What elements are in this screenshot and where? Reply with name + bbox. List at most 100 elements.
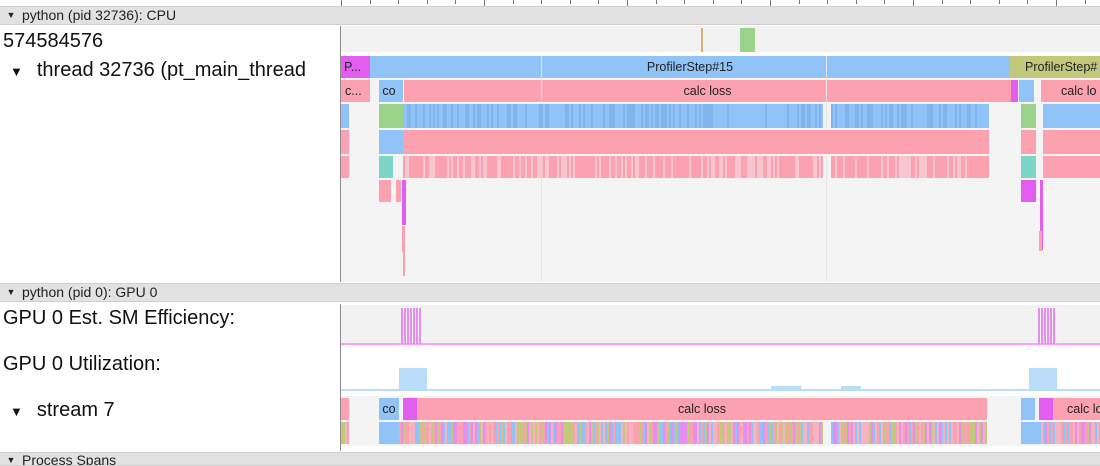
kernel-stripe: [869, 104, 871, 128]
kernel-stripe-2: [851, 156, 853, 178]
sm-efficiency-label: GPU 0 Est. SM Efficiency:: [3, 307, 235, 329]
kernel-stripe-2: [847, 156, 849, 178]
kernel-stripe-2: [693, 156, 695, 178]
kernel-stripe-2: [917, 156, 919, 178]
kernel-stripe-right-2: [1079, 156, 1081, 178]
kernel-stripe: [905, 104, 907, 128]
kernel-stripe: [587, 104, 589, 128]
stream-kernel: [623, 422, 625, 444]
counter-track[interactable]: [341, 26, 1100, 52]
kernel-stripe-2: [687, 156, 689, 178]
slice-calc-loss-2[interactable]: calc lo: [1041, 80, 1100, 102]
flame-right-teal: [1021, 156, 1036, 178]
stream-kernel: [937, 422, 939, 444]
kernel-stripe-2: [505, 156, 507, 178]
stream-slice-co[interactable]: co: [379, 398, 399, 420]
stream-slice-calc-loss[interactable]: calc loss: [417, 398, 987, 420]
stream-kernel: [941, 422, 943, 444]
kernel-stripe: [889, 104, 891, 128]
kernel-stripe: [935, 104, 937, 128]
flame-right-drip: [1040, 180, 1043, 250]
sm-spike: [1050, 308, 1052, 344]
sm-spike: [416, 308, 418, 344]
kernel-stripe: [515, 104, 517, 128]
kernel-stripe: [541, 104, 543, 128]
stream-kernel: [915, 422, 917, 444]
stream-kernel: [563, 422, 565, 444]
stream-kernel: [345, 422, 347, 444]
slice-calc-loss[interactable]: calc loss: [404, 80, 1011, 102]
stream-track-label[interactable]: ▼ stream 7: [10, 399, 350, 422]
kernel-stripe-2: [807, 156, 809, 178]
gpu-process-header[interactable]: ▼ python (pid 0): GPU 0: [0, 283, 1100, 302]
stream-kernel: [409, 422, 411, 444]
process-spans-header[interactable]: ▼ Process Spans: [0, 452, 1100, 466]
expand-triangle-icon[interactable]: ▼: [10, 404, 23, 419]
stream-kernel: [499, 422, 501, 444]
slice-magenta-small: [1011, 80, 1018, 102]
utilization-track[interactable]: [341, 348, 1100, 392]
kernel-stripe-2: [621, 156, 623, 178]
kernel-stripe-2: [897, 156, 899, 178]
label-column-divider-gpu[interactable]: [340, 304, 341, 451]
kernel-stripe: [527, 104, 529, 128]
kernel-stripe-2: [557, 156, 559, 178]
kernel-stripe-2: [645, 156, 647, 178]
ruler-tick: [855, 0, 857, 4]
stream-kernel: [573, 422, 575, 444]
kernel-stripe: [971, 104, 973, 128]
kernel-stripe: [933, 104, 935, 128]
kernel-stripe: [847, 104, 849, 128]
kernel-stripe: [899, 104, 901, 128]
kernel-stripe: [925, 104, 927, 128]
stream-flame-area[interactable]: co calc loss calc los: [341, 396, 1100, 446]
kernel-stripe: [845, 104, 847, 128]
kernel-stripe: [699, 104, 701, 128]
slice-c[interactable]: c...: [341, 80, 370, 102]
stream-kernel: [947, 422, 949, 444]
slice-profiler-step-p[interactable]: P...: [341, 56, 370, 78]
kernel-stripe-right: [1051, 104, 1053, 128]
ruler-tick: [455, 0, 457, 4]
kernel-stripe-2: [619, 156, 621, 178]
cpu-process-header[interactable]: ▼ python (pid 32736): CPU: [0, 6, 1100, 25]
stream-kernel: [459, 422, 461, 444]
slice-co[interactable]: co: [379, 80, 399, 102]
time-ruler[interactable]: [341, 0, 1100, 7]
slice-profiler-step-15[interactable]: ProfilerStep#15: [370, 56, 1010, 78]
kernel-stripe: [927, 104, 929, 128]
stream-kernel: [957, 422, 959, 444]
kernel-stripe-2: [453, 156, 455, 178]
sm-spike: [1038, 308, 1040, 344]
kernel-stripe: [679, 104, 681, 128]
kernel-stripe-right-2: [1053, 156, 1055, 178]
thread-flame-area[interactable]: P... ProfilerStep#15 ProfilerStep# c... …: [341, 56, 1100, 282]
stream-kernel: [525, 422, 527, 444]
ruler-tick: [1084, 0, 1086, 4]
stream-kernel: [743, 422, 745, 444]
kernel-stripe-2: [909, 156, 911, 178]
kernel-stripe-2: [943, 156, 945, 178]
slice-profiler-step-next[interactable]: ProfilerStep#: [1010, 56, 1100, 78]
thread-track-label[interactable]: ▼ thread 32736 (pt_main_thread: [10, 59, 350, 82]
collapse-triangle-icon[interactable]: ▼: [6, 455, 16, 465]
collapse-triangle-icon[interactable]: ▼: [6, 10, 16, 20]
stream-kernel: [473, 422, 475, 444]
collapse-triangle-icon[interactable]: ▼: [6, 287, 16, 297]
sm-efficiency-track[interactable]: [341, 305, 1100, 347]
stream-kernel: [1047, 422, 1049, 444]
kernel-stripe-2: [793, 156, 795, 178]
stream-kernel: [965, 422, 967, 444]
kernel-stripe: [851, 104, 853, 128]
kernel-stripe-2: [763, 156, 765, 178]
label-column-divider[interactable]: [340, 26, 341, 282]
kernel-stripe-right: [1053, 104, 1055, 128]
kernel-stripe: [593, 104, 595, 128]
stream-kernel: [495, 422, 497, 444]
stream-slice-calc-loss-2[interactable]: calc los: [1053, 398, 1100, 420]
stream-kernel: [835, 422, 837, 444]
expand-triangle-icon[interactable]: ▼: [10, 64, 23, 79]
stream-kernel: [795, 422, 797, 444]
stream-kernel: [815, 422, 817, 444]
kernel-stripe: [773, 104, 775, 128]
